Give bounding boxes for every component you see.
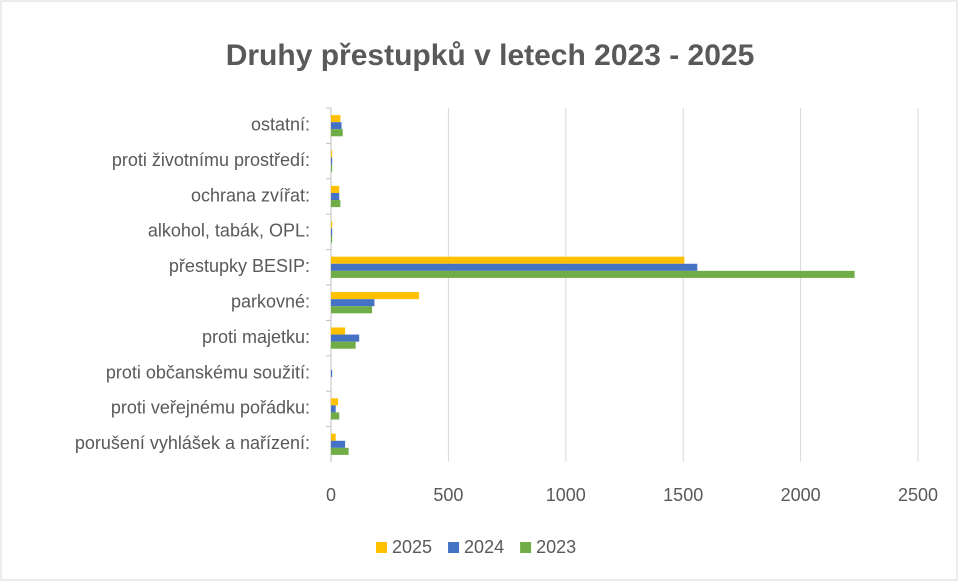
bar [331,164,333,172]
y-tick-label: proti veřejnému pořádku: [111,398,310,418]
bar [331,405,336,413]
bar [331,299,375,307]
bar [331,447,349,455]
x-tick-label: 2500 [898,485,938,505]
legend-label: 2024 [464,537,504,557]
bar [331,270,855,278]
bar [331,157,333,165]
bar [331,235,333,243]
bar [331,292,420,300]
legend-label: 2025 [392,537,432,557]
bar [331,129,343,137]
bar [331,433,336,441]
y-tick-label: alkohol, tabák, OPL: [148,221,310,241]
bar [331,192,340,201]
bar [331,185,340,193]
bar [331,115,341,123]
bar [331,334,360,342]
bar [331,341,356,349]
y-tick-label: parkovné: [231,291,310,311]
y-tick-label: přestupky BESIP: [169,256,310,276]
x-tick-label: 500 [433,485,463,505]
y-tick-label: proti občanskému soužití: [106,362,310,382]
bar [331,369,333,378]
bar [331,122,342,130]
x-tick-label: 1000 [546,485,586,505]
bar [331,327,346,335]
x-tick-label: 1500 [663,485,703,505]
y-tick-label: ochrana zvířat: [191,185,310,205]
bar [331,412,340,420]
bar [331,306,373,314]
legend-swatch [448,542,460,553]
bar [331,221,333,229]
y-tick-label: porušení vyhlášek a nařízení: [75,433,310,453]
legend-label: 2023 [536,537,576,557]
bar [331,263,698,271]
bar [331,398,339,406]
y-tick-label: proti životnímu prostředí: [112,150,310,170]
chart-title: Druhy přestupků v letech 2023 - 2025 [226,39,755,72]
bar [331,256,685,264]
bar [331,150,333,158]
y-tick-label: ostatní: [251,114,310,134]
bar [331,228,333,236]
y-tick-label: proti majetku: [202,327,310,347]
bar [331,440,346,448]
x-tick-label: 0 [326,485,336,505]
x-tick-label: 2000 [781,485,821,505]
legend-swatch [376,542,387,553]
bar [331,200,341,208]
legend-swatch [520,542,532,553]
